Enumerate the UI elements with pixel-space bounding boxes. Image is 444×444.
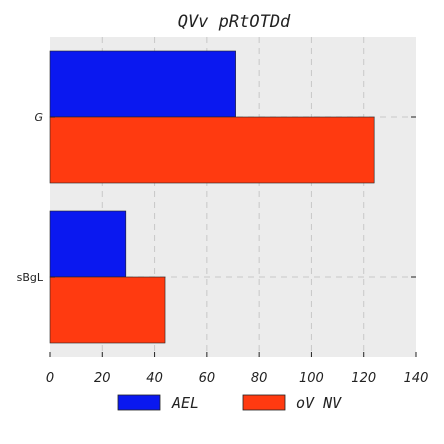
bar-ov-nv-g xyxy=(49,116,375,184)
bar-ov-nv-sbgl xyxy=(49,276,166,344)
bar-ael-sbgl xyxy=(49,210,127,278)
x-tick-label: 120 xyxy=(351,371,376,386)
x-tick-label: 0 xyxy=(46,371,54,386)
x-tick-label: 60 xyxy=(199,371,216,386)
x-tick-label: 140 xyxy=(404,371,429,386)
legend-label-ael: AEL xyxy=(171,394,199,412)
x-tick-label: 80 xyxy=(251,371,268,386)
legend: AEL oV NV xyxy=(117,394,342,412)
legend-label-ov-nv: oV NV xyxy=(296,394,342,412)
bars xyxy=(49,50,375,344)
bar-ael-g xyxy=(49,50,236,118)
legend-swatch-ov-nv xyxy=(242,394,286,411)
x-tick-label: 20 xyxy=(94,371,111,386)
x-axis-ticks: 0 20 40 60 80 100 120 140 xyxy=(46,352,429,386)
x-tick-label: 100 xyxy=(299,371,324,386)
y-tick-label: G xyxy=(34,111,43,124)
x-tick-label: 40 xyxy=(146,371,163,386)
y-tick-label: sBgL xyxy=(17,271,44,284)
chart-title: QVv pRtOTDd xyxy=(178,12,291,32)
legend-swatch-ael xyxy=(117,394,161,411)
